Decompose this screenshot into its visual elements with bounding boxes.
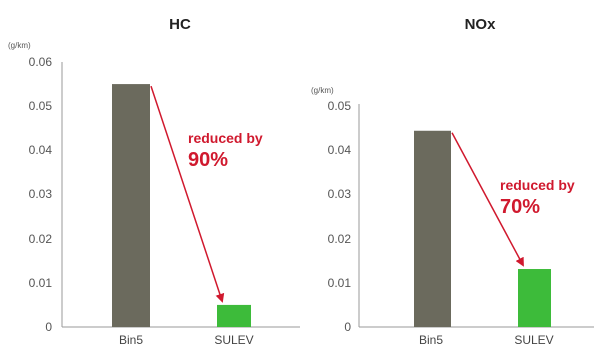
nox-y-tick-label: 0.01 — [328, 276, 352, 290]
hc-category-label-bin5: Bin5 — [119, 333, 143, 347]
hc-y-ticks: 0 0.01 0.02 0.03 0.04 0.05 0.06 — [29, 55, 53, 334]
hc-bar-sulev — [217, 304, 251, 327]
nox-y-tick-label: 0 — [344, 320, 351, 334]
hc-y-tick-label: 0.05 — [29, 99, 53, 113]
hc-reduction-text: reduced by — [188, 130, 263, 146]
hc-y-tick-label: 0.01 — [29, 276, 53, 290]
nox-reduction-percent: 70% — [500, 196, 540, 218]
hc-category-label-sulev: SULEV — [214, 333, 253, 347]
nox-bar-bin5 — [414, 130, 451, 327]
hc-reduction-percent: 90% — [188, 149, 228, 171]
nox-y-ticks: 0 0.01 0.02 0.03 0.04 0.05 — [328, 99, 352, 334]
hc-y-tick-label: 0.02 — [29, 232, 53, 246]
nox-y-tick-label: 0.05 — [328, 99, 352, 113]
hc-y-tick-label: 0.06 — [29, 55, 53, 69]
hc-y-unit-label: (g/km) — [8, 41, 31, 50]
nox-y-tick-label: 0.03 — [328, 187, 352, 201]
nox-category-label-bin5: Bin5 — [419, 333, 443, 347]
hc-chart: HC (g/km) 0 0.01 0.02 0.03 0.04 0.05 0.0… — [8, 16, 300, 347]
nox-reduction-text: reduced by — [500, 177, 575, 193]
nox-y-tick-label: 0.04 — [328, 143, 352, 157]
hc-y-tick-label: 0.03 — [29, 187, 53, 201]
hc-bar-bin5 — [112, 84, 150, 327]
hc-y-tick-label: 0.04 — [29, 143, 53, 157]
nox-reduction-arrow — [451, 132, 524, 267]
nox-chart-title: NOx — [465, 16, 497, 33]
nox-y-unit-label: (g/km) — [311, 86, 334, 95]
nox-chart: NOx (g/km) 0 0.01 0.02 0.03 0.04 0.05 Bi… — [311, 16, 594, 347]
hc-y-tick-label: 0 — [45, 320, 52, 334]
hc-reduction-arrow — [150, 85, 225, 303]
nox-y-tick-label: 0.02 — [328, 232, 352, 246]
hc-chart-title: HC — [169, 16, 191, 33]
nox-category-label-sulev: SULEV — [514, 333, 553, 347]
nox-bar-sulev — [518, 269, 551, 327]
